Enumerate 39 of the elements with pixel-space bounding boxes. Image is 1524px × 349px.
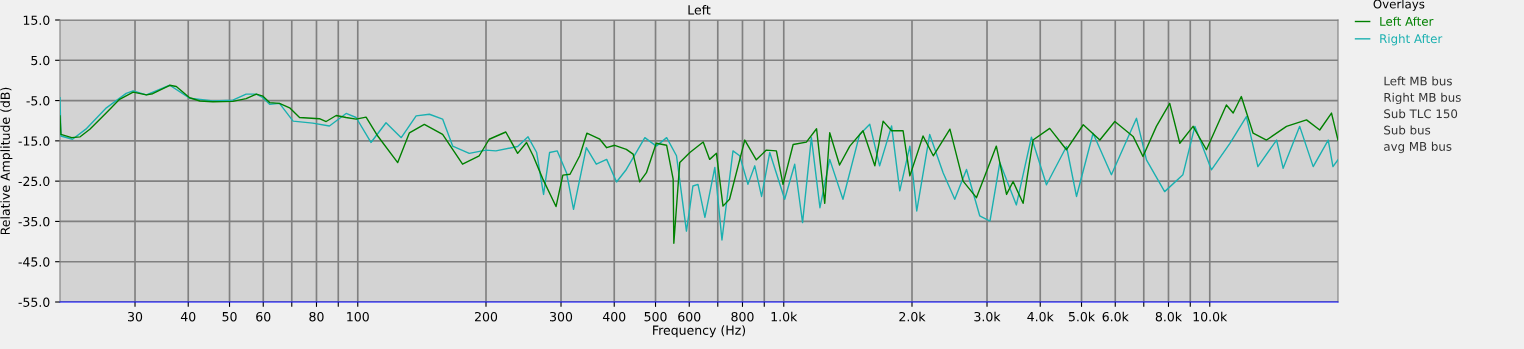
x-tick-label: 200 <box>474 311 498 322</box>
y-tick-label: -35.0 <box>18 216 50 227</box>
x-tick-label: 500 <box>644 311 667 322</box>
x-tick-label: 50 <box>222 311 237 322</box>
x-tick-label: 8.0k <box>1155 311 1182 322</box>
y-tick-label: -25.0 <box>18 176 50 187</box>
y-tick-label: -55.0 <box>18 297 50 307</box>
x-tick-label: 400 <box>602 311 626 322</box>
x-tick-label: 4.0k <box>1027 311 1054 322</box>
text: Sub bus <box>1384 125 1431 135</box>
text: Left MB bus <box>1384 76 1452 86</box>
y-axis-title: Relative Amplitude (dB) <box>0 87 13 235</box>
x-tick-label: 40 <box>180 311 196 322</box>
text: Sub TLC 150 <box>1384 109 1458 119</box>
text: Right MB bus <box>1384 92 1461 105</box>
y-tick-label: -15.0 <box>18 136 50 146</box>
y-tick-label: 15.0 <box>23 15 50 25</box>
x-tick-label: 60 <box>256 311 271 322</box>
x-tick-label: 2.0k <box>899 311 926 322</box>
x-tick-label: 100 <box>347 311 369 322</box>
x-tick-label: 1.0k <box>771 311 798 322</box>
legend-title: Overlays <box>1373 0 1425 11</box>
x-tick-label: 6.0k <box>1102 311 1129 322</box>
chart-title: Left <box>688 4 711 15</box>
x-tick-label: 5.0k <box>1068 311 1096 322</box>
x-tick-label: 3.0k <box>974 311 1001 322</box>
y-tick-label: 5.0 <box>31 55 50 66</box>
y-tick-label: -45.0 <box>18 257 50 267</box>
y-tick-label: -5.0 <box>26 96 50 106</box>
x-tick-label: 600 <box>678 311 701 322</box>
x-tick-label: 80 <box>309 311 324 322</box>
x-tick-label: 800 <box>731 311 754 322</box>
text: avg MB bus <box>1384 141 1452 154</box>
x-axis-title: Frequency (Hz) <box>653 325 746 338</box>
legend-label: Right After <box>1380 34 1443 46</box>
legend-label: Left After <box>1380 16 1434 26</box>
x-tick-label: 10.0k <box>1193 311 1228 322</box>
x-tick-label: 30 <box>128 311 143 322</box>
x-tick-label: 300 <box>550 311 573 322</box>
